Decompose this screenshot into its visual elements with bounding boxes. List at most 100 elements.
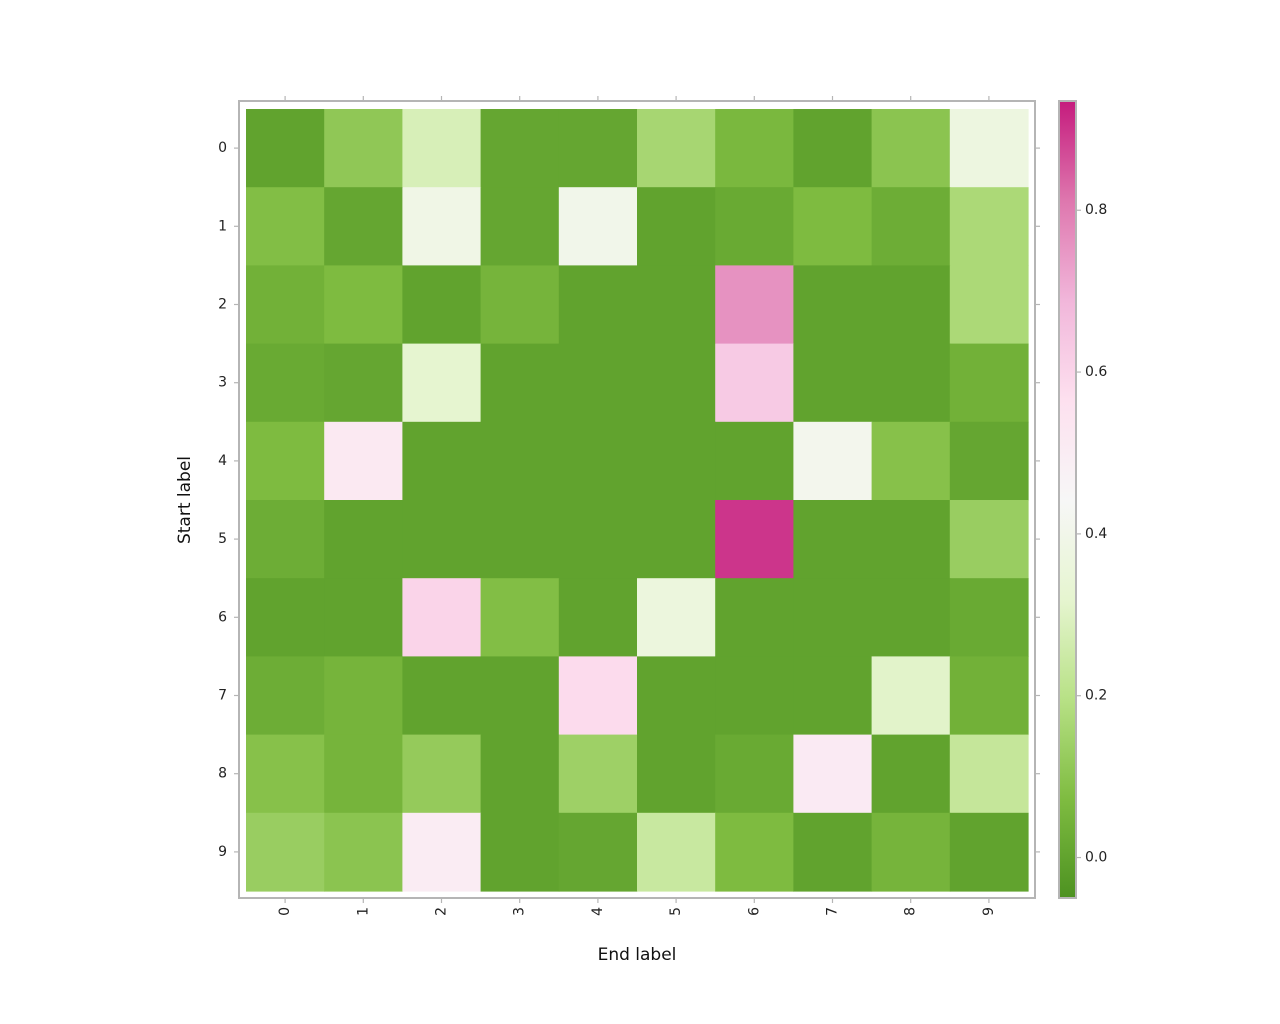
heatmap-cell-9-5	[637, 812, 716, 892]
heatmap-cell-4-2	[402, 421, 482, 501]
heatmap-cell-2-9	[949, 265, 1029, 345]
heatmap-cell-7-9	[949, 656, 1029, 736]
heatmap-cell-8-0	[246, 734, 325, 814]
heatmap-cell-8-2	[402, 734, 482, 814]
heatmap-cell-7-3	[480, 656, 560, 736]
heatmap-cell-2-3	[480, 265, 560, 345]
colorbar-frame	[1058, 100, 1077, 899]
heatmap-cell-4-5	[637, 421, 716, 501]
heatmap-cell-8-6	[715, 734, 794, 814]
x-axis-title: End label	[598, 945, 677, 965]
heatmap-cells	[246, 109, 1029, 892]
heatmap-cell-0-1	[324, 109, 403, 188]
heatmap-cell-2-6	[715, 265, 794, 345]
heatmap-cell-3-8	[871, 343, 951, 423]
y-tick-label-7: 7	[218, 688, 227, 704]
x-tick-label-8: 8	[903, 907, 919, 916]
x-tick-label-5: 5	[668, 907, 684, 916]
plot-frame	[238, 100, 1036, 899]
heatmap-cell-3-1	[324, 343, 403, 423]
heatmap-cell-1-1	[324, 187, 403, 266]
y-axis-title: Start label	[175, 456, 195, 544]
x-tick-label-7: 7	[825, 907, 841, 916]
heatmap-cell-5-5	[637, 500, 716, 579]
x-tick-label-3: 3	[512, 907, 528, 916]
x-tick-label-0: 0	[277, 907, 293, 916]
heatmap-cell-8-1	[324, 734, 403, 814]
heatmap-cell-2-7	[793, 265, 873, 345]
heatmap-cell-5-4	[558, 500, 638, 579]
heatmap-cell-3-5	[637, 343, 716, 423]
x-tick-label-9: 9	[981, 907, 997, 916]
heatmap-cell-0-6	[715, 109, 794, 188]
heatmap-cell-5-0	[246, 500, 325, 579]
heatmap-cell-3-6	[715, 343, 794, 423]
heatmap-cell-7-2	[402, 656, 482, 736]
colorbar-tick-label-4: 0.8	[1085, 202, 1107, 218]
heatmap-cell-6-0	[246, 578, 325, 657]
heatmap-cell-6-6	[715, 578, 794, 657]
colorbar-tick-label-1: 0.2	[1085, 688, 1107, 704]
x-tick-label-6: 6	[746, 907, 762, 916]
heatmap-cell-8-5	[637, 734, 716, 814]
x-tick-label-2: 2	[434, 907, 450, 916]
heatmap-cell-1-9	[949, 187, 1029, 266]
heatmap-cell-5-6	[715, 500, 794, 579]
heatmap-cell-0-2	[402, 109, 482, 188]
y-tick-label-9: 9	[218, 844, 227, 860]
heatmap-cell-1-3	[480, 187, 560, 266]
heatmap-cell-7-0	[246, 656, 325, 736]
y-tick-label-3: 3	[218, 375, 227, 391]
y-tick-label-0: 0	[218, 140, 227, 156]
colorbar-tick-label-3: 0.6	[1085, 364, 1107, 380]
y-tick-label-6: 6	[218, 609, 227, 625]
y-tick-label-5: 5	[218, 531, 227, 547]
heatmap-cell-7-1	[324, 656, 403, 736]
heatmap-cell-9-2	[402, 812, 482, 892]
heatmap-cell-2-1	[324, 265, 403, 345]
heatmap-cell-4-9	[949, 421, 1029, 501]
colorbar-tick-label-0: 0.0	[1085, 850, 1107, 866]
heatmap-cell-0-7	[793, 109, 873, 188]
heatmap-cell-4-1	[324, 421, 403, 501]
colorbar-axis: 0.0 0.2 0.4 0.6 0.8	[1076, 202, 1107, 866]
heatmap-cell-7-5	[637, 656, 716, 736]
heatmap-cell-0-9	[949, 109, 1029, 188]
heatmap-cell-1-0	[246, 187, 325, 266]
heatmap-cell-2-8	[871, 265, 951, 345]
heatmap-cell-4-0	[246, 421, 325, 501]
x-axis: 0 1 2 3 4 5 6 7 8 9	[277, 96, 997, 916]
heatmap-cell-1-8	[871, 187, 951, 266]
heatmap-cell-3-9	[949, 343, 1029, 423]
heatmap-cell-1-7	[793, 187, 873, 266]
heatmap-cell-4-6	[715, 421, 794, 501]
heatmap-cell-7-7	[793, 656, 873, 736]
heatmap-cell-5-1	[324, 500, 403, 579]
y-tick-label-4: 4	[218, 453, 227, 469]
x-tick-label-4: 4	[590, 907, 606, 916]
heatmap-cell-4-3	[480, 421, 560, 501]
x-tick-label-1: 1	[355, 907, 371, 916]
heatmap-cell-6-4	[558, 578, 638, 657]
heatmap-cell-4-7	[793, 421, 873, 501]
heatmap-cell-6-5	[637, 578, 716, 657]
heatmap-cell-0-5	[637, 109, 716, 188]
y-tick-label-2: 2	[218, 297, 227, 313]
heatmap-cell-7-6	[715, 656, 794, 736]
heatmap-cell-1-2	[402, 187, 482, 266]
heatmap-cell-3-3	[480, 343, 560, 423]
heatmap-cell-2-5	[637, 265, 716, 345]
y-tick-label-8: 8	[218, 766, 227, 782]
y-axis: 0 1 2 3 4 5 6 7 8 9	[218, 140, 1040, 860]
heatmap-cell-9-6	[715, 812, 794, 892]
heatmap-cell-2-4	[558, 265, 638, 345]
heatmap-cell-1-6	[715, 187, 794, 266]
heatmap-cell-1-4	[558, 187, 638, 266]
heatmap-cell-9-3	[480, 812, 560, 892]
heatmap-cell-6-2	[402, 578, 482, 657]
heatmap-cell-1-5	[637, 187, 716, 266]
heatmap-cell-2-0	[246, 265, 325, 345]
heatmap-cell-3-2	[402, 343, 482, 423]
heatmap-cell-5-8	[871, 500, 951, 579]
